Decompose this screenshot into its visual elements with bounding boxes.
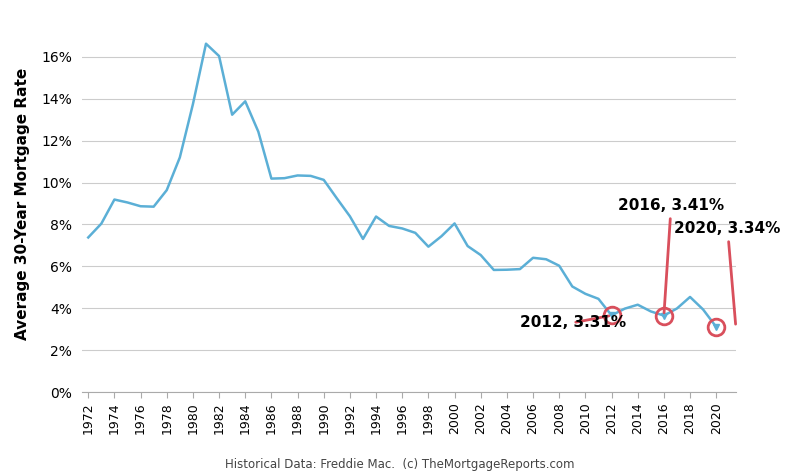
Text: Historical Data: Freddie Mac.  (c) TheMortgageReports.com: Historical Data: Freddie Mac. (c) TheMor… (225, 458, 574, 471)
Text: 2020, 3.34%: 2020, 3.34% (674, 221, 781, 324)
Text: 2012, 3.31%: 2012, 3.31% (520, 315, 626, 330)
Y-axis label: Average 30-Year Mortgage Rate: Average 30-Year Mortgage Rate (15, 68, 30, 340)
Text: 2016, 3.41%: 2016, 3.41% (618, 198, 724, 313)
